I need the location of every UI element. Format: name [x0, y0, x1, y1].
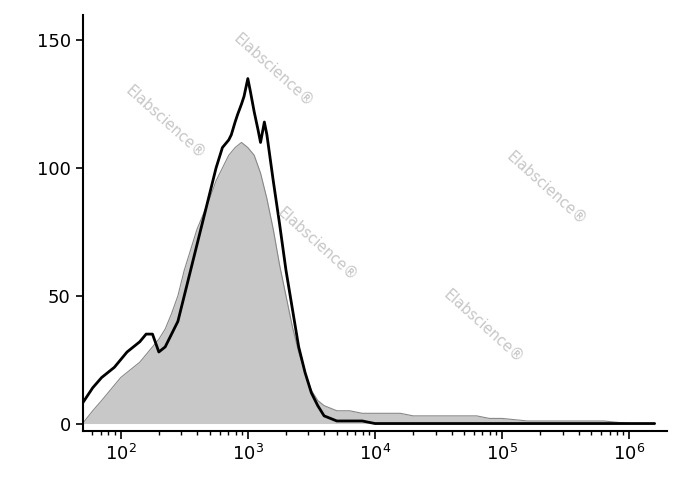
Text: Elabscience®: Elabscience®	[122, 82, 208, 162]
Text: Elabscience®: Elabscience®	[275, 205, 361, 284]
Text: Elabscience®: Elabscience®	[504, 149, 590, 228]
Text: Elabscience®: Elabscience®	[230, 31, 316, 110]
Text: Elabscience®: Elabscience®	[440, 287, 526, 366]
